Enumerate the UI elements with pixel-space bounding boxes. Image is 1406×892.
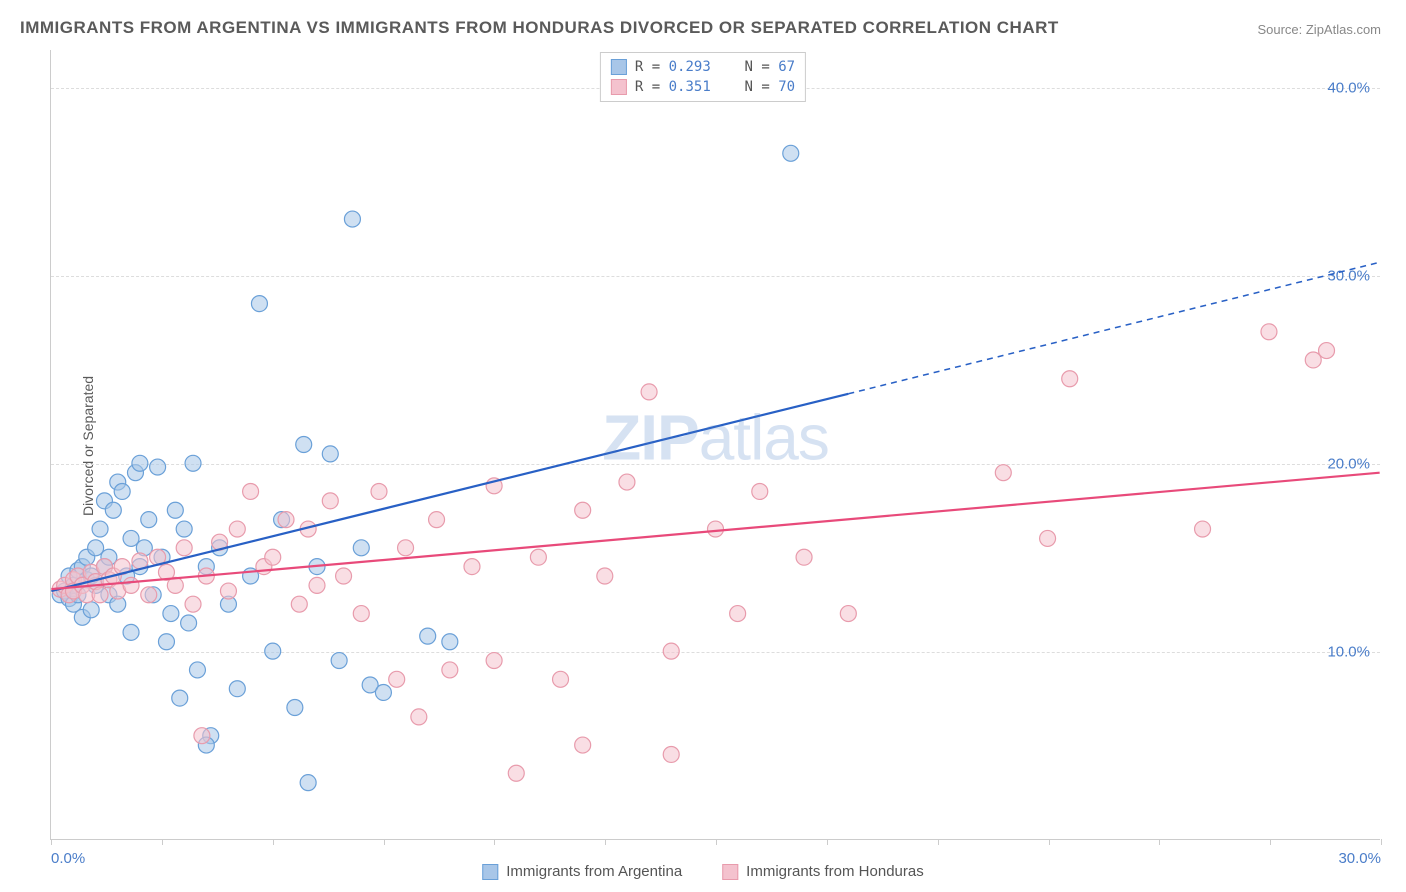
legend-label-argentina: Immigrants from Argentina xyxy=(506,863,682,880)
plot-area: ZIPatlas 10.0%20.0%30.0%40.0%0.0%30.0% xyxy=(50,50,1380,840)
legend-item-argentina: Immigrants from Argentina xyxy=(482,863,682,880)
legend-label-honduras: Immigrants from Honduras xyxy=(746,863,924,880)
legend-swatch-argentina-b xyxy=(482,864,498,880)
source-label: Source: ZipAtlas.com xyxy=(1257,22,1381,37)
legend-stats: R = 0.293 N = 67 R = 0.351 N = 70 xyxy=(600,52,806,102)
legend-swatch-argentina xyxy=(611,59,627,75)
chart-container: IMMIGRANTS FROM ARGENTINA VS IMMIGRANTS … xyxy=(0,0,1406,892)
legend-stats-row-argentina: R = 0.293 N = 67 xyxy=(611,57,795,77)
legend-r-honduras: R = 0.351 N = 70 xyxy=(635,79,795,95)
legend-stats-row-honduras: R = 0.351 N = 70 xyxy=(611,77,795,97)
legend-r-argentina: R = 0.293 N = 67 xyxy=(635,59,795,75)
legend-swatch-honduras xyxy=(611,79,627,95)
legend-series: Immigrants from Argentina Immigrants fro… xyxy=(482,863,923,880)
legend-item-honduras: Immigrants from Honduras xyxy=(722,863,924,880)
x-tick-label: 0.0% xyxy=(51,850,85,867)
chart-title: IMMIGRANTS FROM ARGENTINA VS IMMIGRANTS … xyxy=(20,18,1059,38)
x-tick-label: 30.0% xyxy=(1338,850,1381,867)
legend-swatch-honduras-b xyxy=(722,864,738,880)
chart-svg xyxy=(51,50,1380,839)
